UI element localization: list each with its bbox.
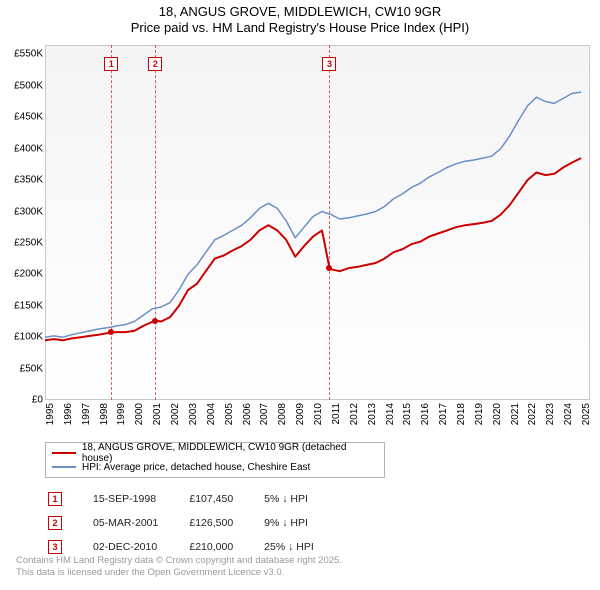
y-tick-label: £350K bbox=[0, 175, 43, 186]
sale-diff: 9% ↓ HPI bbox=[263, 512, 342, 534]
y-tick-label: £400K bbox=[0, 143, 43, 154]
x-tick-label: 2022 bbox=[527, 403, 538, 425]
legend-item-property: 18, ANGUS GROVE, MIDDLEWICH, CW10 9GR (d… bbox=[52, 446, 378, 460]
sale-marker-cell: 2 bbox=[48, 516, 62, 530]
x-tick-label: 2019 bbox=[474, 403, 485, 425]
x-tick-label: 2006 bbox=[242, 403, 253, 425]
footer-line-2: This data is licensed under the Open Gov… bbox=[16, 567, 284, 578]
sale-marker: 3 bbox=[322, 57, 336, 71]
x-tick-label: 2025 bbox=[581, 403, 592, 425]
x-tick-label: 1997 bbox=[81, 403, 92, 425]
x-tick-label: 2020 bbox=[492, 403, 503, 425]
y-tick-label: £200K bbox=[0, 269, 43, 280]
y-tick-label: £50K bbox=[0, 363, 43, 374]
sale-marker: 2 bbox=[148, 57, 162, 71]
legend: 18, ANGUS GROVE, MIDDLEWICH, CW10 9GR (d… bbox=[45, 442, 385, 478]
x-tick-label: 2018 bbox=[456, 403, 467, 425]
x-tick-label: 2010 bbox=[313, 403, 324, 425]
sale-price: £107,450 bbox=[188, 488, 261, 510]
x-tick-label: 1999 bbox=[116, 403, 127, 425]
x-tick-label: 1995 bbox=[45, 403, 56, 425]
footer-line-1: Contains HM Land Registry data © Crown c… bbox=[16, 555, 342, 566]
x-tick-label: 2013 bbox=[367, 403, 378, 425]
sale-date: 05-MAR-2001 bbox=[92, 512, 186, 534]
x-tick-label: 2003 bbox=[188, 403, 199, 425]
x-tick-label: 2023 bbox=[545, 403, 556, 425]
sale-dot bbox=[152, 318, 158, 324]
sales-table-row: 2 05-MAR-2001£126,5009% ↓ HPI bbox=[47, 512, 342, 534]
x-tick-label: 2011 bbox=[331, 403, 342, 425]
sale-marker-cell: 3 bbox=[48, 540, 62, 554]
x-tick-label: 2004 bbox=[206, 403, 217, 425]
sale-price: £126,500 bbox=[188, 512, 261, 534]
footer-attribution: Contains HM Land Registry data © Crown c… bbox=[16, 555, 342, 580]
line-series bbox=[45, 45, 590, 400]
sales-table: 1 15-SEP-1998£107,4505% ↓ HPI 2 05-MAR-2001… bbox=[45, 486, 344, 560]
legend-swatch-property bbox=[52, 452, 76, 454]
y-tick-label: £150K bbox=[0, 300, 43, 311]
sale-dot bbox=[108, 329, 114, 335]
x-tick-label: 2012 bbox=[349, 403, 360, 425]
sales-table-row: 1 15-SEP-1998£107,4505% ↓ HPI bbox=[47, 488, 342, 510]
chart-container: 18, ANGUS GROVE, MIDDLEWICH, CW10 9GR Pr… bbox=[0, 0, 600, 590]
series-line bbox=[45, 158, 581, 340]
legend-label-hpi: HPI: Average price, detached house, Ches… bbox=[82, 462, 310, 473]
title-subtitle: Price paid vs. HM Land Registry's House … bbox=[0, 20, 600, 35]
y-tick-label: £250K bbox=[0, 237, 43, 248]
x-tick-label: 2005 bbox=[224, 403, 235, 425]
sale-date: 15-SEP-1998 bbox=[92, 488, 186, 510]
x-tick-label: 2017 bbox=[438, 403, 449, 425]
x-tick-label: 2024 bbox=[563, 403, 574, 425]
x-tick-label: 2016 bbox=[420, 403, 431, 425]
y-tick-label: £500K bbox=[0, 80, 43, 91]
y-tick-label: £0 bbox=[0, 395, 43, 406]
x-tick-label: 2001 bbox=[152, 403, 163, 425]
x-tick-label: 2007 bbox=[259, 403, 270, 425]
x-tick-label: 2002 bbox=[170, 403, 181, 425]
y-tick-label: £450K bbox=[0, 112, 43, 123]
y-tick-label: £100K bbox=[0, 332, 43, 343]
sale-diff: 5% ↓ HPI bbox=[263, 488, 342, 510]
legend-swatch-hpi bbox=[52, 466, 76, 468]
sale-marker: 1 bbox=[104, 57, 118, 71]
x-tick-label: 2015 bbox=[402, 403, 413, 425]
sale-marker-cell: 1 bbox=[48, 492, 62, 506]
title-block: 18, ANGUS GROVE, MIDDLEWICH, CW10 9GR Pr… bbox=[0, 0, 600, 35]
x-tick-label: 1998 bbox=[99, 403, 110, 425]
y-tick-label: £550K bbox=[0, 49, 43, 60]
x-tick-label: 1996 bbox=[63, 403, 74, 425]
x-tick-label: 2014 bbox=[385, 403, 396, 425]
y-tick-label: £300K bbox=[0, 206, 43, 217]
x-tick-label: 2000 bbox=[134, 403, 145, 425]
x-tick-label: 2021 bbox=[510, 403, 521, 425]
x-tick-label: 2009 bbox=[295, 403, 306, 425]
title-address: 18, ANGUS GROVE, MIDDLEWICH, CW10 9GR bbox=[0, 4, 600, 19]
x-tick-label: 2008 bbox=[277, 403, 288, 425]
sale-dot bbox=[326, 265, 332, 271]
